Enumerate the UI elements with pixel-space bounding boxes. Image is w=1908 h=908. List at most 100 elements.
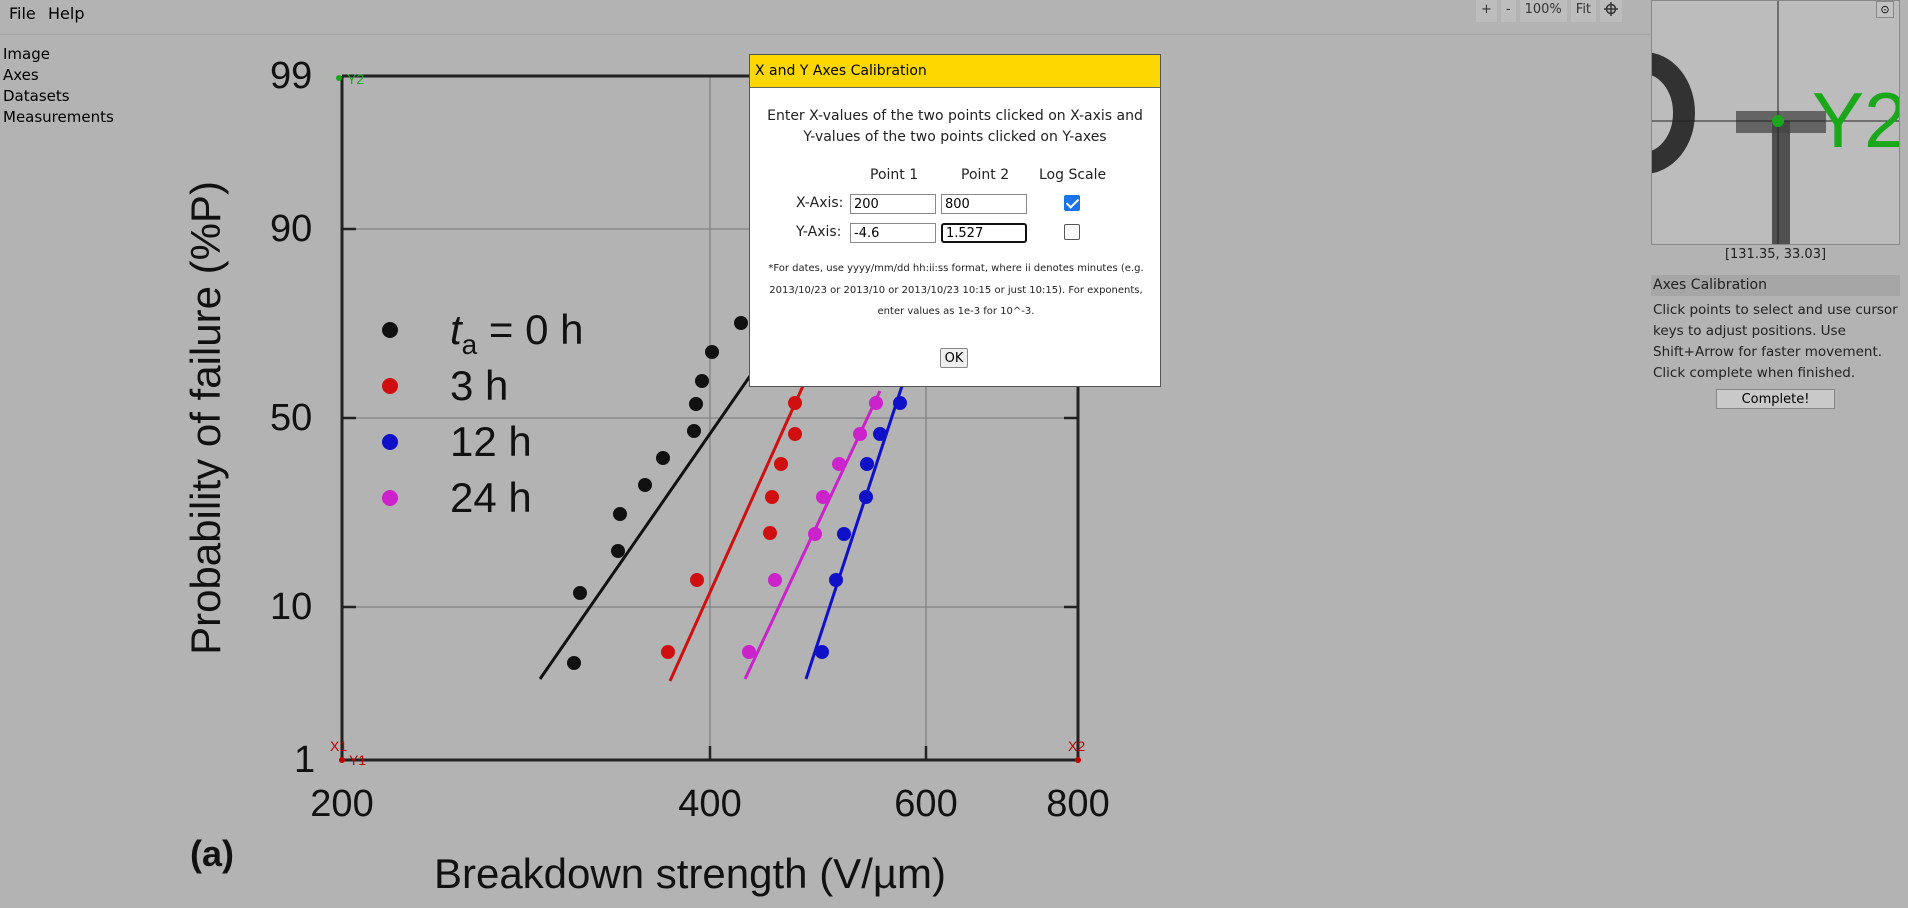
series-12h-points	[815, 396, 907, 659]
complete-button[interactable]: Complete!	[1716, 389, 1835, 409]
note-line: 2013/10/23 or 2013/10 or 2013/10/23 10:1…	[769, 284, 1143, 296]
x-point1-input[interactable]	[850, 194, 936, 214]
col-log-scale: Log Scale	[1039, 167, 1107, 183]
data-point	[788, 396, 802, 410]
sidebar-item-axes[interactable]: Axes	[3, 66, 39, 84]
panel-label: (a)	[190, 833, 234, 874]
y-log-scale-checkbox[interactable]	[1064, 224, 1080, 240]
cursor-coordinates: [131.35, 33.03]	[1724, 247, 1827, 262]
legend-label-12h: 12 h	[450, 418, 532, 465]
y-axis-label: Y-Axis:	[796, 224, 842, 240]
y-tick-label: 90	[270, 208, 312, 250]
zoom-toolbar: + - 100% Fit	[1476, 0, 1623, 22]
series-24h-points	[742, 396, 883, 659]
axes-calibration-dialog: X and Y Axes Calibration Enter X-values …	[749, 54, 1161, 387]
data-point	[687, 424, 701, 438]
menu-bar: File Help	[0, 0, 1650, 35]
y-tick-label: 99	[270, 55, 312, 97]
note-line: *For dates, use yyyy/mm/dd hh:ii:ss form…	[768, 263, 1144, 274]
legend-marker-3h	[382, 378, 398, 394]
note-line: enter values as 1e-3 for 10^-3.	[877, 306, 1035, 317]
data-point	[656, 451, 670, 465]
x-tick-label: 800	[1046, 783, 1109, 825]
legend-label-24h: 24 h	[450, 474, 532, 521]
data-point	[734, 316, 748, 330]
fit-button[interactable]: Fit	[1570, 0, 1597, 22]
help-line: Click complete when finished.	[1653, 365, 1856, 381]
x-point2-input[interactable]	[941, 194, 1027, 214]
y-tick-label: 50	[270, 397, 312, 439]
y-point2-input[interactable]	[941, 223, 1027, 243]
data-point	[853, 427, 867, 441]
help-line: Click points to select and use cursor	[1653, 302, 1898, 318]
data-point	[690, 573, 704, 587]
instruction-line: Enter X-values of the two points clicked…	[767, 108, 1143, 124]
sidebar-item-datasets[interactable]: Datasets	[3, 87, 70, 105]
crosshair-icon[interactable]	[1600, 0, 1623, 22]
data-point	[765, 490, 779, 504]
legend-marker-24h	[382, 490, 398, 506]
magnifier-label: Y2	[1812, 76, 1900, 164]
col-point1: Point 1	[870, 167, 919, 183]
fit-line-0h	[538, 375, 752, 680]
data-point	[816, 490, 830, 504]
format-note: *For dates, use yyyy/mm/dd hh:ii:ss form…	[758, 258, 1154, 323]
x-tick-label: 600	[894, 783, 957, 825]
data-point	[638, 478, 652, 492]
dialog-title: X and Y Axes Calibration	[750, 55, 1160, 88]
data-point	[705, 345, 719, 359]
svg-text:X2: X2	[1068, 738, 1085, 754]
col-point2: Point 2	[961, 167, 1010, 183]
magnifier-settings-icon[interactable]: ⊙	[1876, 1, 1894, 18]
dialog-instructions: Enter X-values of the two points clicked…	[750, 106, 1160, 148]
data-point	[788, 427, 802, 441]
zoom-level: 100%	[1519, 0, 1567, 22]
data-point	[837, 527, 851, 541]
data-point	[763, 526, 777, 540]
calibration-help-text: Click points to select and use cursor ke…	[1653, 300, 1899, 384]
svg-text:Y2: Y2	[347, 71, 364, 87]
x-log-scale-checkbox[interactable]	[1064, 195, 1080, 211]
tick-marks	[342, 227, 1078, 760]
y-axis-label: Probability of failure (%P)	[182, 181, 229, 655]
data-point	[768, 573, 782, 587]
y-point1-input[interactable]	[850, 223, 936, 243]
x-tick-label: 400	[678, 783, 741, 825]
help-line: keys to adjust positions. Use	[1653, 323, 1846, 339]
legend-label-0h: ta = 0 h	[450, 306, 584, 360]
magnifier-view: Y2	[1651, 0, 1900, 245]
menu-help[interactable]: Help	[48, 4, 85, 23]
zoom-out-button[interactable]: -	[1500, 0, 1516, 22]
data-point	[613, 507, 627, 521]
data-point	[815, 645, 829, 659]
zoom-in-button[interactable]: +	[1476, 0, 1497, 22]
plot-canvas[interactable]: 99 90 50 10 1 200 400 600 800 Probabilit…	[150, 36, 1150, 908]
legend-marker-12h	[382, 434, 398, 450]
data-point	[661, 645, 675, 659]
x-axis-label: Breakdown strength (V/µm)	[434, 850, 946, 897]
menu-file[interactable]: File	[9, 4, 36, 23]
svg-text:X1: X1	[330, 738, 347, 754]
axes-calibration-title: Axes Calibration	[1651, 275, 1900, 296]
instruction-line: Y-values of the two points clicked on Y-…	[803, 129, 1107, 145]
data-point	[869, 396, 883, 410]
data-point	[829, 573, 843, 587]
data-point	[860, 457, 874, 471]
plot-image[interactable]: 99 90 50 10 1 200 400 600 800 Probabilit…	[150, 36, 1150, 908]
legend: ta = 0 h 3 h 12 h 24 h	[382, 306, 584, 521]
legend-marker-0h	[382, 322, 398, 338]
data-point	[573, 586, 587, 600]
data-point	[689, 397, 703, 411]
calibration-marker-y2: Y2	[336, 71, 364, 87]
ok-button[interactable]: OK	[940, 348, 968, 368]
y-tick-label: 1	[294, 739, 315, 781]
data-point	[611, 544, 625, 558]
data-point	[567, 656, 581, 670]
sidebar-item-measurements[interactable]: Measurements	[3, 108, 114, 126]
data-point	[742, 645, 756, 659]
calibration-marker-y1: Y1	[339, 752, 366, 768]
series-3h-points	[661, 396, 802, 659]
series-0h-points	[567, 316, 748, 670]
sidebar-item-image[interactable]: Image	[3, 45, 50, 63]
sidebar: Image Axes Datasets Measurements	[3, 44, 114, 128]
